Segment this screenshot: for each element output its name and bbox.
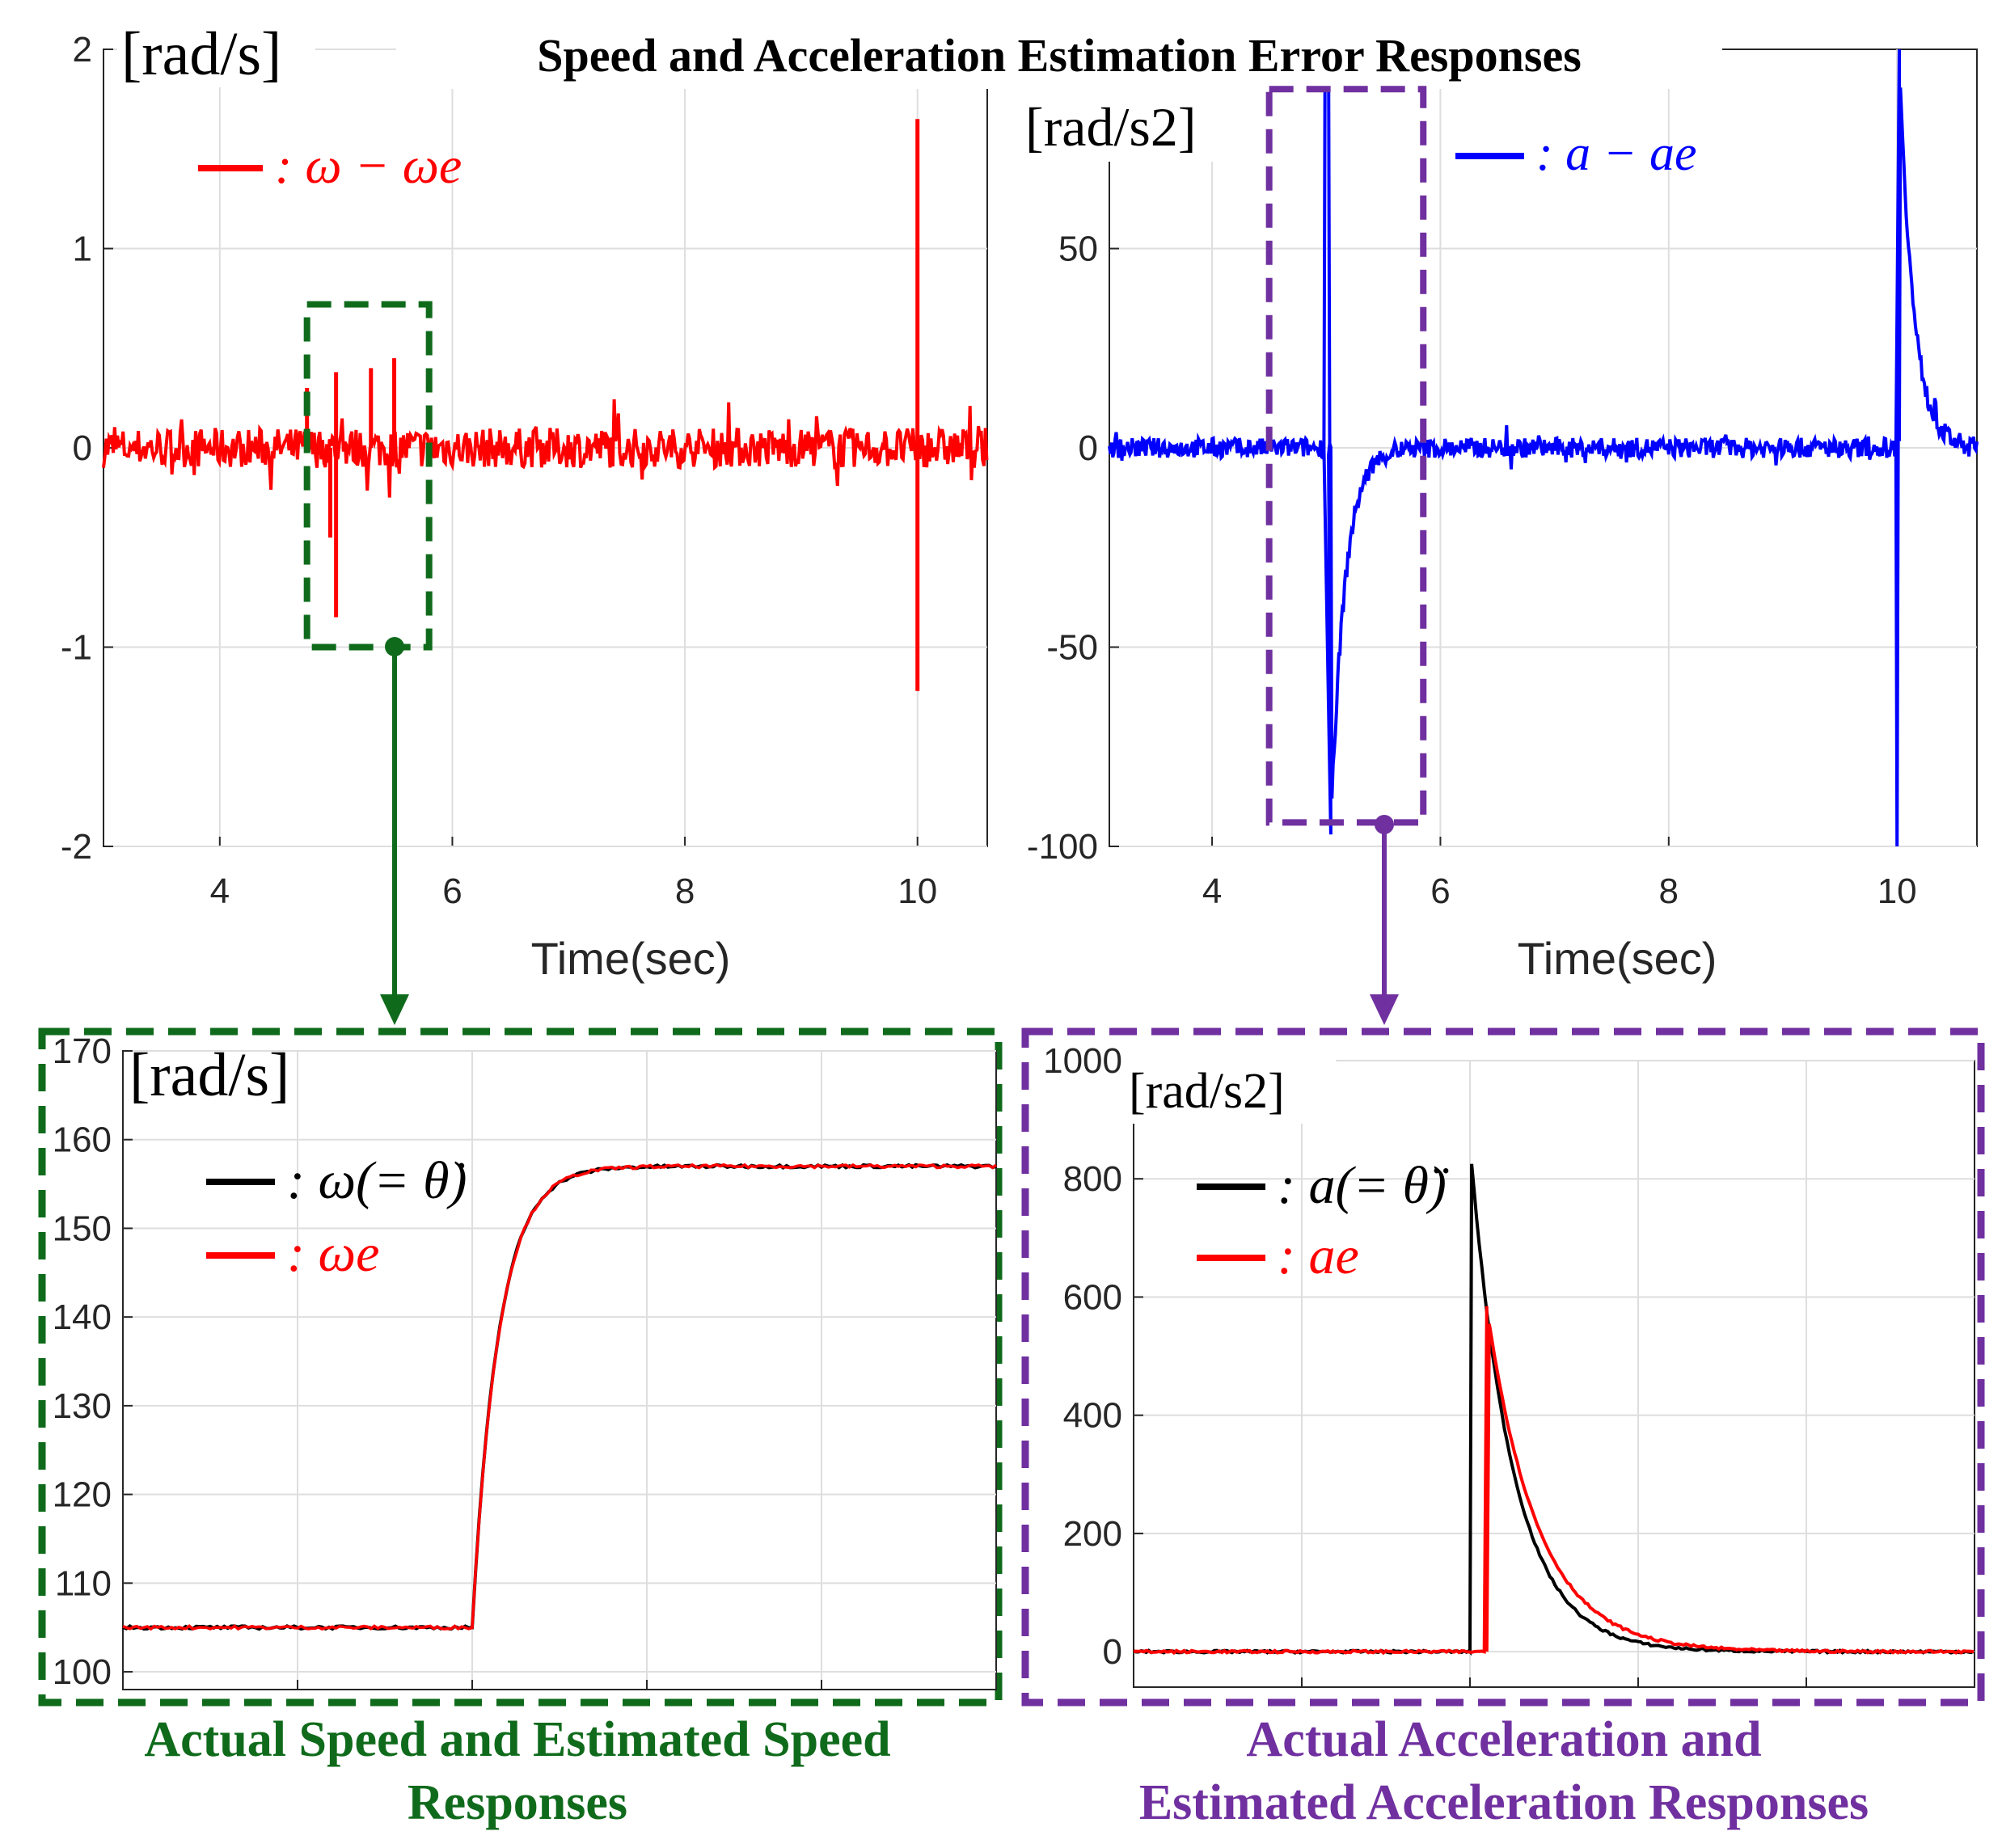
x-tick-label: 4 (210, 871, 230, 911)
accel-zoom-grid (1134, 1060, 1975, 1687)
y-tick-label: 0 (1103, 1632, 1122, 1672)
accel-zoom-axes-frame (1133, 1060, 1975, 1688)
y-tick-label: 110 (55, 1563, 112, 1603)
y-tick-label: 150 (53, 1209, 112, 1248)
speed-zoom-plot: 100 110 120 130 140 150 160 170 [rad/s] : ω(= θ… (38, 1027, 1003, 1707)
title-bg (396, 24, 1722, 89)
y-tick-label: 0 (73, 428, 92, 468)
accel-error-plot: 4 6 8 10 -100 -50 0 50 Time(sec) [rad/s2] : a −… (1020, 48, 1979, 984)
accel-caption-line-1: Actual Acceleration and (1246, 1712, 1761, 1767)
y-tick-label: 0 (1079, 428, 1098, 468)
accel-error-series-line (1108, 48, 1979, 847)
figure-title: Speed and Acceleration Estimation Error … (537, 29, 1582, 82)
x-tick-label: 6 (1430, 871, 1450, 911)
y-tick-label: -2 (61, 827, 92, 867)
unit-label-bg (117, 15, 315, 87)
accel-zoom-box (1265, 86, 1427, 826)
speed-zoom-estimated-line (122, 1162, 998, 1631)
accel-zoom-unit-label: [rad/s2] (1129, 1064, 1285, 1119)
x-tick-label: 8 (675, 871, 695, 911)
y-tick-label: 170 (53, 1032, 112, 1071)
accel-error-xlabel: Time(sec) (1518, 933, 1717, 984)
arrow-head (1370, 994, 1399, 1025)
y-tick-label: 1 (73, 230, 92, 269)
y-tick-label: 1000 (1043, 1041, 1122, 1081)
speed-error-series-line (102, 399, 989, 498)
unit-label-bg (1126, 1051, 1336, 1124)
speed-zoom-axes-frame (122, 1050, 997, 1690)
y-tick-label: 800 (1063, 1159, 1122, 1199)
speed-zoom-unit-label: [rad/s] (129, 1041, 289, 1109)
unit-label-bg (1020, 89, 1231, 162)
speed-error-unit-label: [rad/s] (121, 20, 281, 88)
y-tick-label: 100 (53, 1652, 112, 1692)
x-tick-label: 4 (1202, 871, 1222, 911)
speed-zoom-tick-labels: 100 110 120 130 140 150 160 170 (53, 1032, 112, 1692)
speed-zoom-legend-actual: : ω(= θ̇) (287, 1151, 467, 1210)
y-tick-label: 600 (1063, 1277, 1122, 1317)
y-tick-label: -100 (1027, 827, 1098, 867)
accel-error-legend-label: : a − ae (1536, 126, 1697, 181)
speed-caption-line-2: Responses (408, 1775, 627, 1830)
y-tick-label: -1 (61, 628, 92, 668)
y-tick-label: 50 (1058, 230, 1098, 269)
speed-error-plot: 4 6 8 10 -2 -1 0 1 2 Time(sec) [rad/s] : ω − ωe (61, 15, 989, 984)
speed-error-legend-label: : ω − ωe (275, 137, 462, 194)
speed-caption-line-1: Actual Speed and Estimated Speed (144, 1712, 890, 1767)
accel-zoom-panel-border (1021, 1027, 1985, 1707)
accel-zoom-estimated-line (1133, 1306, 1975, 1656)
arrow-head (380, 994, 409, 1025)
speed-error-xlabel: Time(sec) (531, 933, 731, 984)
speed-zoom-arrow (380, 637, 409, 1025)
accel-zoom-legend-actual: : a(= θ̈) (1278, 1156, 1449, 1215)
x-tick-label: 6 (442, 871, 462, 911)
y-tick-label: 130 (53, 1386, 112, 1426)
y-tick-label: -50 (1046, 628, 1098, 668)
y-tick-label: 400 (1063, 1396, 1122, 1436)
speed-zoom-legend-estimated: : ωe (287, 1224, 379, 1283)
y-tick-label: 120 (53, 1475, 112, 1515)
x-tick-label: 10 (1877, 871, 1917, 911)
accel-zoom-tick-labels: 0 200 400 600 800 1000 (1043, 1041, 1122, 1672)
x-tick-label: 10 (898, 871, 937, 911)
accel-zoom-arrow (1370, 815, 1399, 1025)
y-tick-label: 140 (53, 1297, 112, 1337)
accel-zoom-plot: 0 200 400 600 800 1000 [rad/s2] : a(= θ̈) : a… (1021, 1027, 1985, 1707)
speed-zoom-box (303, 301, 433, 651)
speed-zoom-panel-border (38, 1027, 1003, 1707)
y-tick-label: 160 (53, 1120, 112, 1160)
speed-error-tick-labels: 4 6 8 10 -2 -1 0 1 2 (61, 30, 937, 911)
speed-zoom-grid (123, 1050, 996, 1690)
y-tick-label: 2 (73, 30, 92, 70)
accel-zoom-legend-estimated: : ae (1278, 1226, 1359, 1285)
accel-caption-line-2: Estimated Acceleration Responses (1139, 1775, 1869, 1830)
y-tick-label: 200 (1063, 1514, 1122, 1554)
accel-error-tick-labels: 4 6 8 10 -100 -50 0 50 (1027, 230, 1917, 912)
x-tick-label: 8 (1659, 871, 1679, 911)
accel-error-unit-label: [rad/s2] (1025, 96, 1196, 158)
